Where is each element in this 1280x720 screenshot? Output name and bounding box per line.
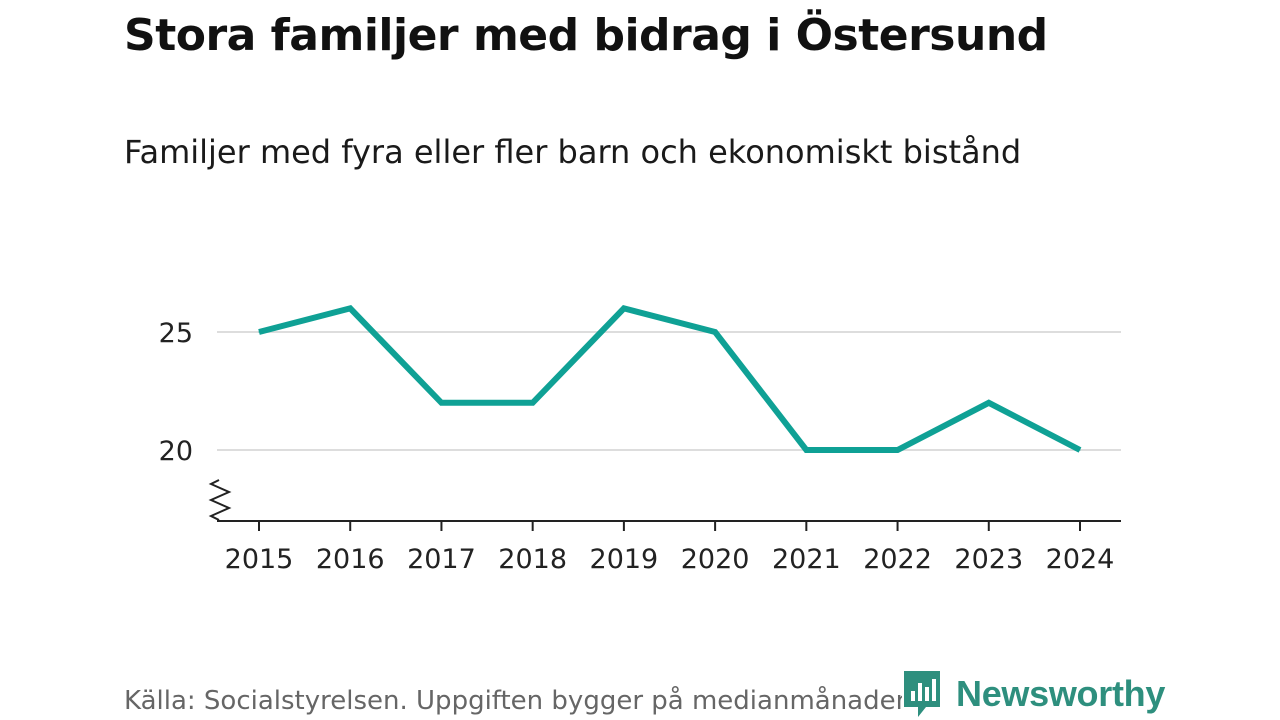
x-tick-label: 2020 [681, 544, 750, 575]
x-tick-label: 2023 [954, 544, 1023, 575]
gridlines [217, 331, 1121, 451]
data-point-2018 [532, 402, 534, 404]
x-tick-label: 2024 [1046, 544, 1115, 575]
data-point-2022 [897, 449, 899, 451]
data-point-2015 [258, 331, 260, 333]
data-point-2016 [349, 307, 351, 309]
series-group [258, 305, 1082, 453]
data-point-2024 [1079, 449, 1081, 451]
data-point-2020 [714, 331, 716, 333]
x-tick-label: 2022 [863, 544, 932, 575]
series-line [258, 305, 1082, 453]
y-tick-label: 20 [159, 436, 193, 467]
data-point-2021 [805, 449, 807, 451]
chart-title: Stora familjer med bidrag i Östersund [124, 10, 1048, 61]
x-tick-label: 2017 [407, 544, 476, 575]
x-axis-ticks: 2015 2016 2017 2018 2019 2020 2021 2022 2023 2024 [225, 521, 1115, 575]
data-point-2017 [440, 402, 442, 404]
x-tick-label: 2018 [498, 544, 567, 575]
newsworthy-logo-text: Newsworthy [956, 673, 1166, 714]
newsworthy-logo: Newsworthy [902, 670, 1172, 718]
data-point-2019 [623, 307, 625, 309]
x-tick-label: 2015 [225, 544, 294, 575]
data-point-2023 [988, 402, 990, 404]
axis-break-icon [208, 479, 232, 521]
x-tick-label: 2021 [772, 544, 841, 575]
chart-subtitle: Familjer med fyra eller fler barn och ek… [124, 133, 1022, 171]
newsworthy-logo-icon [904, 671, 940, 717]
x-tick-label: 2019 [590, 544, 659, 575]
x-tick-label: 2016 [316, 544, 385, 575]
y-tick-label: 25 [159, 318, 193, 349]
